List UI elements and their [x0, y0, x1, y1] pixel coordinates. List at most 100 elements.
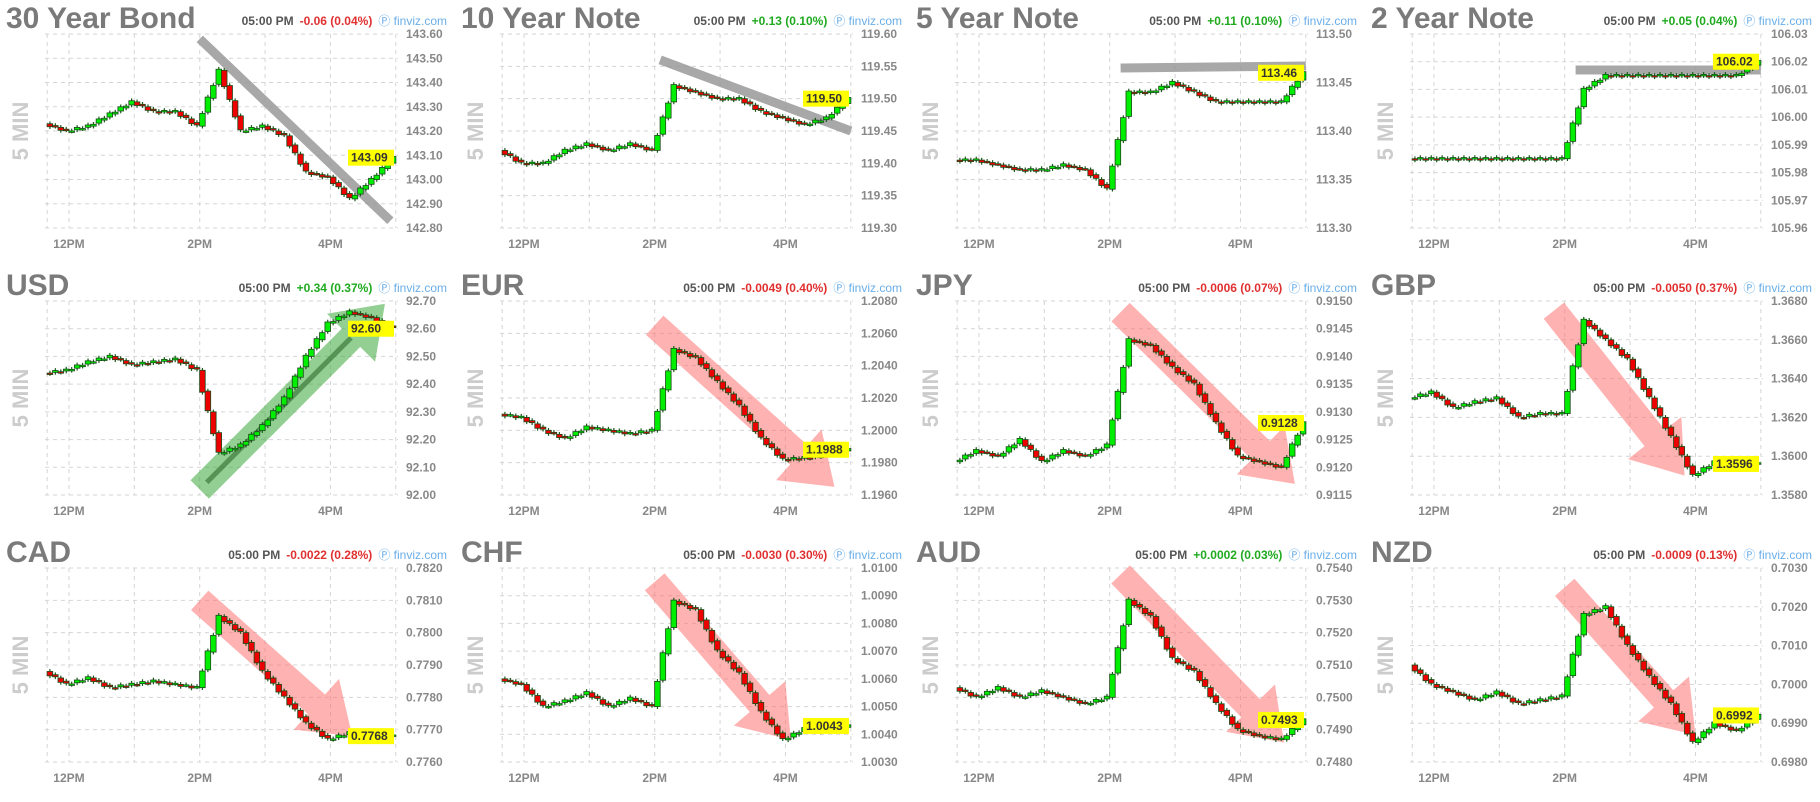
chart-title: AUD	[916, 536, 981, 569]
candle-up	[1564, 142, 1571, 160]
candle-down	[188, 685, 195, 689]
candle-down	[128, 362, 135, 365]
candle-up	[1471, 157, 1479, 160]
candle-up	[95, 118, 103, 124]
finviz-link[interactable]: Ⓟ finviz.com	[378, 281, 447, 295]
candle-down	[774, 448, 781, 456]
candle-down	[1466, 158, 1473, 161]
candle-down	[1673, 703, 1680, 716]
candle-up	[616, 700, 623, 705]
candle-up	[253, 431, 261, 436]
candle-down	[1261, 735, 1269, 739]
candle-down	[133, 683, 141, 687]
brand-label: finviz.com	[848, 548, 902, 562]
finviz-link[interactable]: Ⓟ finviz.com	[1743, 548, 1812, 562]
chart-panel-nzd[interactable]: 0.7030 0.7020 0.7010 0.7000 0.6990 0.6980 12PM…	[1365, 534, 1820, 801]
y-tick-label: 119.30	[861, 221, 897, 235]
candle-up	[286, 388, 293, 399]
finviz-link[interactable]: Ⓟ finviz.com	[1743, 281, 1812, 295]
chart-panel-usd[interactable]: 92.70 92.60 92.50 92.40 92.30 92.20 92.10 92.00…	[0, 267, 455, 534]
interval-label: 5 MIN	[1373, 369, 1398, 428]
candle-down	[133, 101, 141, 106]
timestamp: 05:00 PM	[228, 548, 281, 562]
candle-down	[1684, 455, 1691, 468]
candle-up	[1591, 609, 1598, 614]
chart-panel-aud[interactable]: 0.7540 0.7530 0.7520 0.7510 0.7500 0.7490 0.74…	[910, 534, 1365, 801]
finviz-link[interactable]: Ⓟ finviz.com	[1288, 548, 1357, 562]
finviz-link[interactable]: Ⓟ finviz.com	[378, 14, 447, 28]
chart-title: USD	[6, 269, 70, 302]
candle-up	[561, 699, 569, 703]
candle-down	[599, 699, 607, 705]
candle-down	[632, 697, 639, 702]
chart-panel-eur[interactable]: 1.2080 1.2060 1.2040 1.2020 1.2000 1.1980 1.19…	[455, 267, 910, 534]
candle-up	[242, 441, 250, 446]
finviz-link[interactable]: Ⓟ finviz.com	[378, 548, 447, 562]
candle-down	[692, 607, 699, 610]
candle-down	[1520, 703, 1528, 706]
chart-header: 05:00 PM -0.0050 (0.37%) Ⓟ finviz.com	[1593, 279, 1812, 296]
candle-up	[616, 145, 623, 150]
price-change: -0.0006 (0.07%)	[1196, 281, 1283, 295]
candle-down	[708, 369, 716, 378]
finviz-link[interactable]: Ⓟ finviz.com	[833, 548, 902, 562]
chart-panel-jpy[interactable]: 0.9150 0.9145 0.9140 0.9135 0.9130 0.9125 0.91…	[910, 267, 1365, 534]
y-tick-label: 1.0030	[861, 755, 898, 769]
candle-down	[166, 111, 173, 114]
candle-down	[1065, 450, 1073, 454]
chart-panel-10-year-note[interactable]: 119.60 119.55 119.50 119.45 119.40 119.35 119.…	[455, 0, 910, 267]
y-tick-label: 0.7500	[1316, 690, 1353, 704]
candle-down	[1180, 84, 1187, 87]
finviz-link[interactable]: Ⓟ finviz.com	[1288, 14, 1357, 28]
x-tick-label: 2PM	[187, 237, 212, 251]
candle-up	[1738, 727, 1745, 732]
candle-down	[1163, 637, 1171, 650]
y-tick-label: 119.45	[861, 124, 897, 138]
candle-down	[973, 694, 980, 697]
candle-up	[84, 676, 92, 680]
candle-up	[297, 367, 304, 378]
x-tick-label: 12PM	[963, 504, 994, 518]
chart-panel-cad[interactable]: 0.7820 0.7810 0.7800 0.7790 0.7780 0.7770 0.77…	[0, 534, 455, 801]
finviz-link[interactable]: Ⓟ finviz.com	[1288, 281, 1357, 295]
chart-panel-2-year-note[interactable]: 106.03 106.02 106.01 106.00 105.99 105.98 105.…	[1365, 0, 1820, 267]
finviz-logo-icon: Ⓟ	[1288, 548, 1304, 562]
chart-panel-gbp[interactable]: 1.3680 1.3660 1.3640 1.3620 1.3600 1.3580 12PM…	[1365, 267, 1820, 534]
candle-down	[757, 702, 765, 712]
candle-up	[1575, 107, 1582, 125]
candle-down	[1586, 320, 1593, 327]
y-tick-label: 0.7770	[406, 723, 443, 737]
finviz-link[interactable]: Ⓟ finviz.com	[833, 14, 902, 28]
brand-label: finviz.com	[848, 281, 902, 295]
candlestick-chart: 113.50 113.45 113.40 113.35 113.30 12PM 2PM 4PM…	[918, 27, 1352, 251]
chart-panel-30-year-bond[interactable]: 143.60 143.50 143.40 143.30 143.20 143.10 143.…	[0, 0, 455, 267]
chart-panel-chf[interactable]: 1.0100 1.0090 1.0080 1.0070 1.0060 1.0050 1.00…	[455, 534, 910, 801]
finviz-logo-icon: Ⓟ	[833, 14, 849, 28]
candle-down	[1049, 692, 1056, 695]
candle-down	[501, 149, 509, 156]
candle-down	[280, 690, 288, 697]
candle-up	[790, 457, 797, 460]
candle-up	[193, 686, 201, 689]
y-tick-label: 1.0100	[861, 561, 898, 575]
candle-down	[643, 146, 650, 151]
candlestick-chart: 119.60 119.55 119.50 119.45 119.40 119.35 119.…	[463, 27, 897, 251]
finviz-link[interactable]: Ⓟ finviz.com	[1743, 14, 1812, 28]
candle-down	[1245, 457, 1252, 460]
candle-up	[1060, 449, 1067, 454]
candle-up	[1147, 90, 1154, 93]
chart-panel-5-year-note[interactable]: 113.50 113.45 113.40 113.35 113.30 12PM 2PM 4PM…	[910, 0, 1365, 267]
finviz-link[interactable]: Ⓟ finviz.com	[833, 281, 902, 295]
x-tick-label: 2PM	[1097, 504, 1122, 518]
y-tick-label: 1.2040	[861, 359, 898, 373]
candle-down	[1250, 458, 1258, 462]
finviz-logo-icon: Ⓟ	[1288, 281, 1304, 295]
candle-down	[1081, 701, 1089, 705]
candle-down	[1022, 169, 1029, 172]
candle-down	[561, 435, 569, 439]
timestamp: 05:00 PM	[683, 281, 736, 295]
candle-up	[1580, 612, 1587, 636]
candle-down	[610, 429, 618, 433]
candle-up	[280, 396, 288, 406]
candle-up	[978, 695, 985, 698]
